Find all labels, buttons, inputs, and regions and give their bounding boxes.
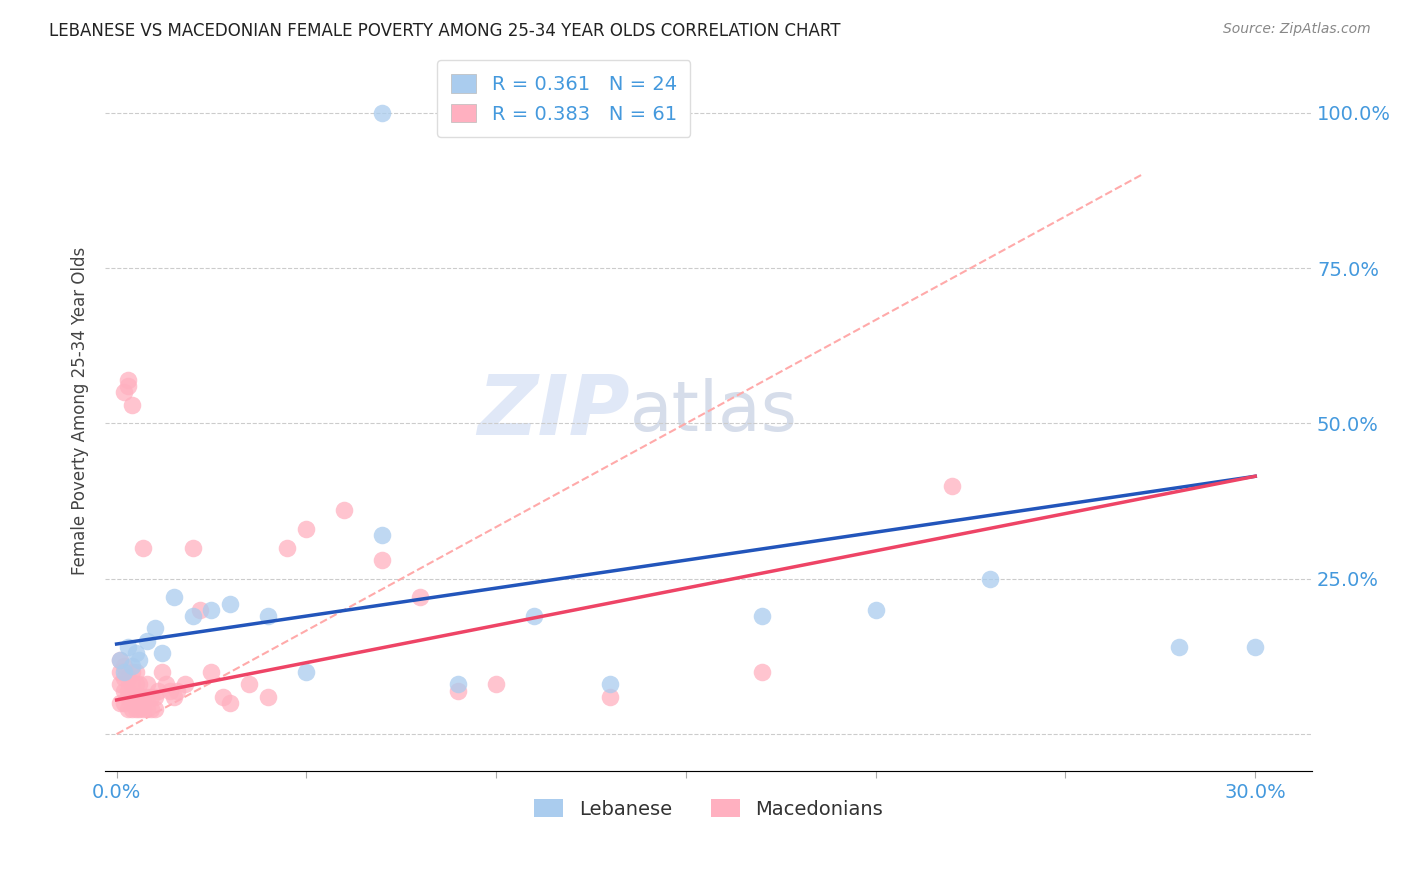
Y-axis label: Female Poverty Among 25-34 Year Olds: Female Poverty Among 25-34 Year Olds [72, 247, 89, 575]
Point [112, 671, 135, 685]
Point [257, 609, 280, 624]
Point [166, 683, 188, 698]
Point [143, 622, 166, 636]
Point [174, 677, 197, 691]
Point [112, 665, 135, 679]
Point [219, 597, 242, 611]
Text: ZIP: ZIP [478, 370, 630, 451]
Point [181, 609, 204, 624]
Point [112, 696, 135, 710]
Point [128, 677, 150, 691]
Point [212, 690, 235, 704]
Point [371, 528, 394, 542]
Point [117, 671, 139, 685]
Text: LEBANESE VS MACEDONIAN FEMALE POVERTY AMONG 25-34 YEAR OLDS CORRELATION CHART: LEBANESE VS MACEDONIAN FEMALE POVERTY AM… [49, 22, 841, 40]
Point [162, 591, 184, 605]
Point [110, 652, 132, 666]
Point [979, 572, 1001, 586]
Point [121, 398, 143, 412]
Point [128, 690, 150, 704]
Point [143, 690, 166, 704]
Point [447, 683, 470, 698]
Point [155, 677, 177, 691]
Point [132, 702, 155, 716]
Point [295, 665, 318, 679]
Point [110, 696, 132, 710]
Point [148, 683, 170, 698]
Point [162, 690, 184, 704]
Point [1168, 640, 1191, 654]
Point [112, 683, 135, 698]
Point [110, 652, 132, 666]
Point [181, 541, 204, 555]
Point [941, 478, 963, 492]
Point [117, 379, 139, 393]
Point [599, 690, 621, 704]
Point [124, 702, 146, 716]
Point [132, 690, 155, 704]
Point [139, 702, 162, 716]
Point [150, 665, 173, 679]
Point [295, 522, 318, 536]
Point [257, 690, 280, 704]
Point [121, 665, 143, 679]
Point [136, 677, 159, 691]
Point [865, 603, 887, 617]
Text: Source: ZipAtlas.com: Source: ZipAtlas.com [1223, 22, 1371, 37]
Point [110, 665, 132, 679]
Point [117, 683, 139, 698]
Point [333, 503, 356, 517]
Point [238, 677, 260, 691]
Point [523, 609, 546, 624]
Point [121, 658, 143, 673]
Point [112, 658, 135, 673]
Point [447, 677, 470, 691]
Point [110, 677, 132, 691]
Point [276, 541, 298, 555]
Point [150, 646, 173, 660]
Point [132, 541, 155, 555]
Point [124, 665, 146, 679]
Point [751, 609, 773, 624]
Point [143, 702, 166, 716]
Point [1244, 640, 1267, 654]
Point [599, 677, 621, 691]
Point [139, 690, 162, 704]
Legend: Lebanese, Macedonians: Lebanese, Macedonians [526, 791, 891, 827]
Point [117, 373, 139, 387]
Point [121, 690, 143, 704]
Point [136, 702, 159, 716]
Point [121, 702, 143, 716]
Point [117, 690, 139, 704]
Point [128, 652, 150, 666]
Point [371, 105, 394, 120]
Point [200, 665, 222, 679]
Text: atlas: atlas [630, 377, 799, 444]
Point [188, 603, 211, 617]
Point [121, 677, 143, 691]
Point [124, 646, 146, 660]
Point [371, 553, 394, 567]
Point [124, 677, 146, 691]
Point [159, 683, 181, 698]
Point [112, 385, 135, 400]
Point [124, 690, 146, 704]
Point [751, 665, 773, 679]
Point [409, 591, 432, 605]
Point [117, 702, 139, 716]
Point [128, 702, 150, 716]
Point [219, 696, 242, 710]
Point [485, 677, 508, 691]
Point [136, 634, 159, 648]
Point [200, 603, 222, 617]
Point [136, 690, 159, 704]
Point [117, 640, 139, 654]
